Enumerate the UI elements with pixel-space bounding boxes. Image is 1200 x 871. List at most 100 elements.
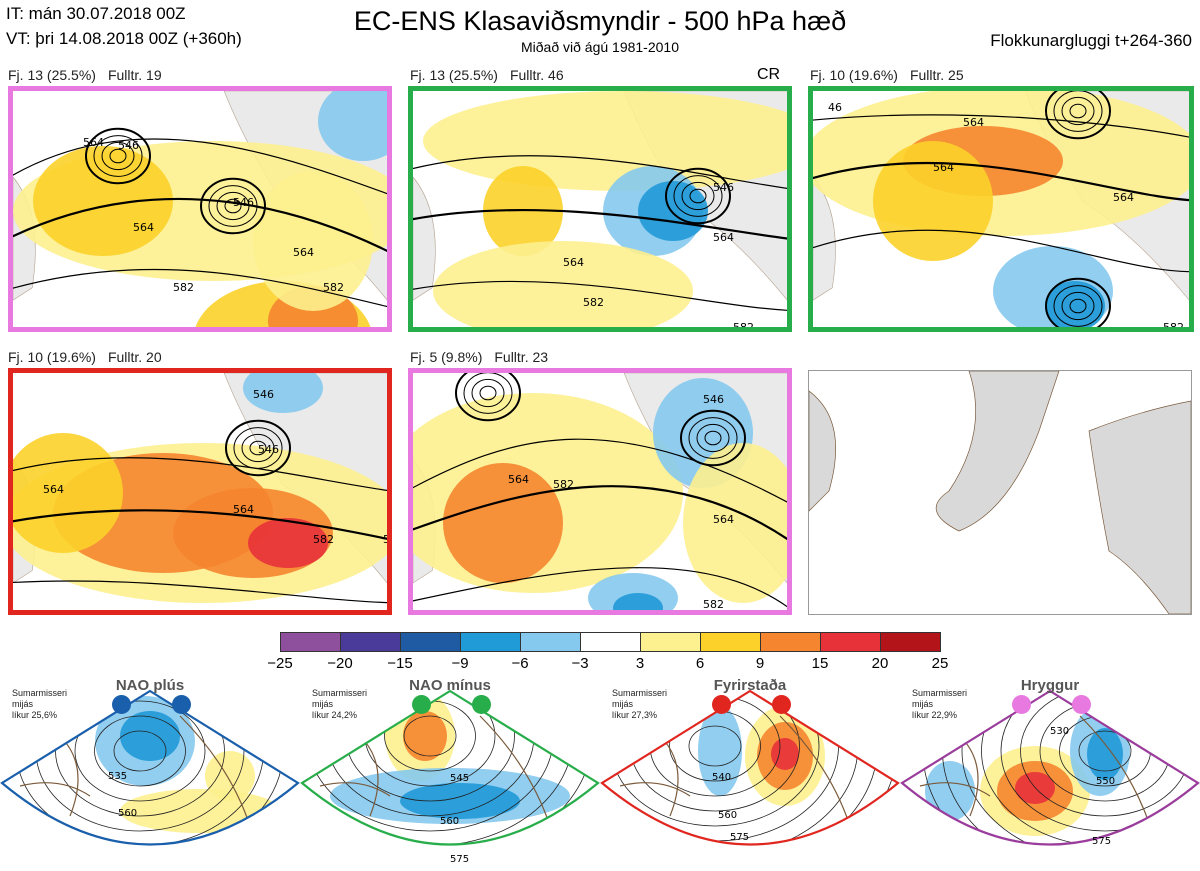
anomaly-area: [443, 463, 563, 583]
regime-anomaly: [400, 783, 520, 819]
height-contour: [413, 155, 787, 190]
height-contour: [813, 161, 1189, 202]
colorbar-swatch: [340, 632, 401, 652]
regime-marker-dot: [772, 695, 791, 714]
contour-label: 582: [323, 281, 344, 294]
cluster-1-map: 564 546 546 564 564 582 582: [8, 86, 392, 332]
contour-label: 564: [713, 231, 734, 244]
regime-contour: [961, 691, 1198, 845]
colorbar-tick-label: −20: [327, 655, 353, 672]
regime-contour: [94, 715, 186, 787]
cluster-5-label: Fj. 5 (9.8%) Fulltr. 23: [410, 349, 560, 365]
height-contour: [13, 138, 387, 195]
anomaly-area: [253, 171, 373, 311]
page-subtitle: Miðað við ágú 1981-2010: [520, 39, 679, 55]
north-america-shape: [809, 390, 836, 512]
colorbar-tick-label: 15: [811, 655, 829, 672]
low-pressure-contour: [1061, 291, 1095, 321]
colorbar-swatch: [280, 632, 341, 652]
regime-marker-dot: [112, 695, 131, 714]
low-pressure-contour: [101, 141, 135, 171]
height-contour: [413, 485, 787, 541]
anomaly-area: [318, 91, 387, 161]
cluster-3-rep: Fulltr. 25: [909, 67, 964, 83]
contour-label: 564: [563, 256, 584, 269]
low-pressure-contour: [463, 373, 513, 414]
regime-marker-dot: [472, 695, 491, 714]
contour-label: 46: [828, 101, 842, 114]
regime-anomaly: [205, 751, 255, 801]
colorbar-tick-label: 6: [695, 655, 705, 672]
colorbar-tick-label: −25: [267, 655, 293, 672]
contour-label: 582: [173, 281, 194, 294]
europe-shape: [1088, 400, 1191, 614]
regime-contour: [1078, 730, 1132, 772]
regime-contour: [403, 715, 457, 757]
colorbar-swatch: [640, 632, 701, 652]
low-pressure-contour: [241, 433, 275, 463]
regime-contour-label: 545: [450, 773, 469, 784]
low-pressure-contour: [109, 148, 127, 164]
anomaly-area: [683, 443, 787, 603]
regime-1-title: NAO plús: [115, 677, 185, 694]
low-pressure-contour: [200, 177, 266, 235]
regime-marker-dot: [412, 695, 431, 714]
low-pressure-contour: [249, 440, 267, 456]
contour-label: 564: [133, 221, 154, 234]
colorbar-swatch: [880, 632, 941, 652]
regime-contour-label: 535: [108, 771, 127, 782]
height-contour: [413, 438, 787, 503]
regime-nao-minus: 545 560 575 NAO mínus Sumarmisseri mijás lík…: [300, 676, 600, 871]
height-contour: [413, 567, 787, 608]
regime-ridge: 530 550 575 Hryggur Sumarmisseri mijás líkur…: [900, 676, 1200, 871]
contour-label: 564: [43, 483, 64, 496]
regime-map-svg: 530 550 575: [900, 689, 1200, 847]
contour-label: 546: [258, 443, 279, 456]
regime-contour-label: 550: [1096, 776, 1115, 787]
regime-contour: [688, 725, 742, 767]
cluster-3-label: Fj. 10 (19.6%) Fulltr. 25: [810, 67, 976, 83]
cluster-2-label: Fj. 13 (25.5%) Fulltr. 46: [410, 67, 576, 83]
valid-time: VT: þri 14.08.2018 00Z (+360h): [6, 29, 242, 48]
low-pressure-contour: [93, 135, 143, 177]
regime-contour-label: 530: [1050, 726, 1069, 737]
regime-contour-label: 575: [730, 832, 749, 843]
height-contour: [813, 229, 1189, 273]
contour-label: 582: [313, 533, 334, 546]
contour-label: 546: [703, 393, 724, 406]
contour-label: 564: [233, 503, 254, 516]
cluster-4-map: 564 546 546 564 582 582 582: [8, 368, 392, 615]
contour-label: 546: [118, 139, 139, 152]
colorbar-tick-label: 25: [931, 655, 949, 672]
regime-map-svg: 545 560 575: [300, 689, 600, 865]
regime-4-title: Hryggur: [1020, 677, 1080, 694]
regime-contour: [1000, 691, 1198, 832]
colorbar-swatch: [580, 632, 641, 652]
anomaly-area: [248, 518, 328, 568]
regime-border: [300, 689, 600, 846]
anomaly-area: [423, 91, 787, 191]
regime-marker-dot: [712, 695, 731, 714]
panel-map-svg: 46 564 564 564 582: [813, 91, 1189, 327]
panel-map-svg: 564 546 546 564 582 582 582: [13, 373, 387, 610]
anomaly-area: [873, 141, 993, 261]
regime-contour-label: 540: [712, 772, 731, 783]
regime-anomaly: [1087, 728, 1123, 780]
low-pressure-contour: [85, 127, 151, 185]
low-pressure-contour: [225, 419, 291, 477]
regime-2-info: Sumarmisseri mijás líkur 24,2%: [312, 688, 368, 720]
height-contour: [13, 197, 387, 253]
regime-anomaly: [698, 706, 742, 796]
regime-contour-label: 560: [718, 810, 737, 821]
colorbar-swatch: [400, 632, 461, 652]
low-pressure-contour: [1061, 96, 1095, 126]
contour-label: 564: [508, 473, 529, 486]
regime-border: [900, 689, 1200, 846]
colorbar-tick-label: 3: [635, 655, 645, 672]
cluster-3-map: 46 564 564 564 582: [808, 86, 1194, 332]
greenland-shape: [935, 371, 1060, 532]
low-pressure-contour: [1069, 298, 1087, 314]
contour-label: 582: [583, 296, 604, 309]
low-pressure-contour: [471, 378, 505, 408]
low-pressure-contour: [208, 185, 258, 227]
